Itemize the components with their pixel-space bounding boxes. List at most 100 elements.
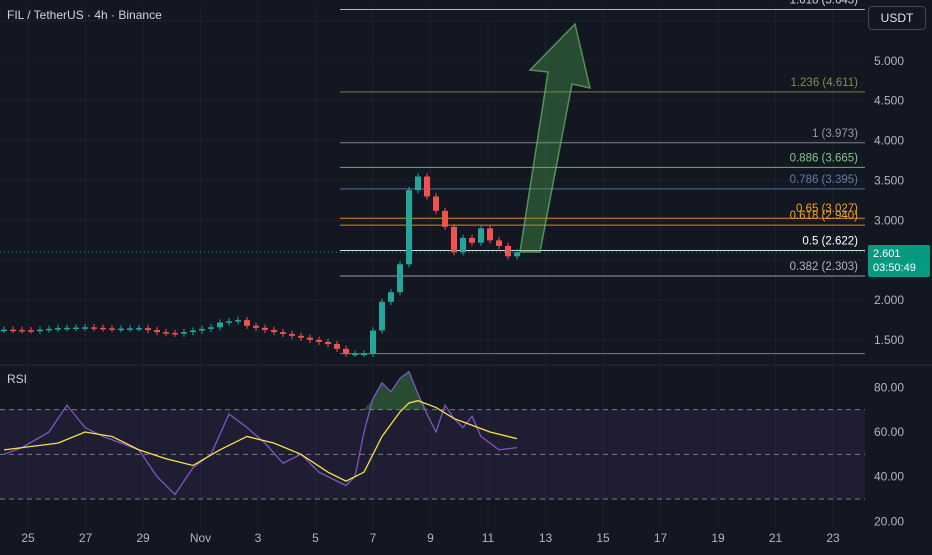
candle-body xyxy=(82,327,88,329)
candle-body xyxy=(64,327,70,330)
fib-level-label: 0.382 (2.303) xyxy=(790,261,859,273)
candle-body xyxy=(460,237,466,253)
price-tick-label: 4.000 xyxy=(874,134,904,148)
rsi-overbought-fill xyxy=(362,371,436,410)
symbol-title: FIL / TetherUS · 4h · Binance xyxy=(7,8,162,22)
time-tick-label: 27 xyxy=(79,531,93,545)
price-tick-label: 3.500 xyxy=(874,174,904,188)
candle-body xyxy=(514,252,520,257)
time-tick-label: 21 xyxy=(769,531,783,545)
candle-body xyxy=(262,327,268,330)
candle-body xyxy=(181,332,187,334)
time-tick-label: 11 xyxy=(482,531,495,545)
time-tick-label: 7 xyxy=(370,531,377,545)
rsi-pane-label: RSI xyxy=(7,372,28,386)
price-tick-label: 2.000 xyxy=(874,293,904,307)
candle-body xyxy=(10,329,16,332)
fib-level-label: 0.786 (3.395) xyxy=(790,174,859,186)
candle-body xyxy=(298,335,304,338)
rsi-tick-label: 60.00 xyxy=(874,425,904,439)
time-tick-label: 29 xyxy=(136,531,150,545)
candle-body xyxy=(154,330,160,333)
projection-arrow xyxy=(519,22,592,253)
candle-body xyxy=(352,353,358,356)
fib-level-label: 0.618 (2.940) xyxy=(790,210,859,222)
candle-body xyxy=(433,196,439,211)
candle-body xyxy=(136,328,142,330)
candle-body xyxy=(163,332,169,334)
rsi-ma-line xyxy=(3,400,518,482)
candle-body xyxy=(199,328,205,331)
rsi-tick-label: 40.00 xyxy=(874,470,904,484)
candle-body xyxy=(379,301,385,331)
last-price-badge: 2.601 03:50:49 xyxy=(868,245,930,277)
candle-body xyxy=(361,353,367,356)
candle-body xyxy=(289,333,295,336)
candle-body xyxy=(55,328,61,330)
fib-level-label: 0.886 (3.665) xyxy=(790,152,859,164)
candle-body xyxy=(478,228,484,243)
fib-level-label: 1 (3.973) xyxy=(812,128,858,140)
price-tick-label: 4.500 xyxy=(874,94,904,108)
time-tick-label: 17 xyxy=(654,531,668,545)
price-tick-label: 1.500 xyxy=(874,333,904,347)
price-tick-label: 3.000 xyxy=(874,213,904,227)
candle-body xyxy=(100,327,106,330)
candle-body xyxy=(118,328,124,331)
candle-body xyxy=(370,330,376,354)
time-tick-label: 13 xyxy=(539,531,553,545)
candle-body xyxy=(172,332,178,335)
candle-body xyxy=(397,264,403,293)
candle-body xyxy=(334,344,340,349)
fib-level-label: 1.236 (4.611) xyxy=(790,77,858,89)
candle-body xyxy=(487,228,493,241)
candle-body xyxy=(235,320,241,322)
candle-body xyxy=(226,321,232,323)
candle-body xyxy=(280,332,286,334)
currency-button[interactable]: USDT xyxy=(868,6,926,30)
candle-body xyxy=(145,328,151,331)
candle-body xyxy=(109,328,115,330)
time-tick-label: 25 xyxy=(21,531,35,545)
time-tick-label: 9 xyxy=(427,531,434,545)
candle-body xyxy=(442,210,448,227)
candle-body xyxy=(451,226,457,253)
time-tick-label: 3 xyxy=(255,531,262,545)
time-tick-label: 23 xyxy=(826,531,840,545)
rsi-line xyxy=(3,370,518,496)
time-tick-label: Nov xyxy=(190,531,211,545)
candle-body xyxy=(505,245,511,257)
fib-level-label: 0.65 (3.027) xyxy=(796,203,858,215)
rsi-tick-label: 20.00 xyxy=(874,514,904,528)
candle-body xyxy=(244,320,250,326)
candle-body xyxy=(91,327,97,329)
candle-body xyxy=(73,327,79,330)
candle-body xyxy=(217,322,223,328)
candle-body xyxy=(415,176,421,191)
candle-body xyxy=(37,329,43,332)
candle-body xyxy=(316,339,322,342)
candle-body xyxy=(28,330,34,332)
candle-body xyxy=(271,329,277,333)
fib-level-label: 0.5 (2.622) xyxy=(802,236,858,248)
candle-body xyxy=(406,190,412,265)
time-tick-label: 5 xyxy=(312,531,319,545)
candle-body xyxy=(307,337,313,340)
candle-body xyxy=(496,240,502,246)
candle-body xyxy=(1,329,7,332)
candle-body xyxy=(127,328,133,330)
candle-body xyxy=(469,237,475,243)
candle-body xyxy=(325,341,331,345)
fib-level-label: 1.618 (5.643) xyxy=(790,0,859,7)
rsi-tick-label: 80.00 xyxy=(874,380,904,394)
time-tick-label: 19 xyxy=(711,531,725,545)
last-price-value: 2.601 xyxy=(873,248,901,260)
candle-body xyxy=(208,327,214,329)
time-tick-label: 15 xyxy=(596,531,610,545)
candle-body xyxy=(343,348,349,354)
bar-countdown: 03:50:49 xyxy=(873,262,916,274)
candle-body xyxy=(388,292,394,302)
candle-body xyxy=(424,176,430,197)
